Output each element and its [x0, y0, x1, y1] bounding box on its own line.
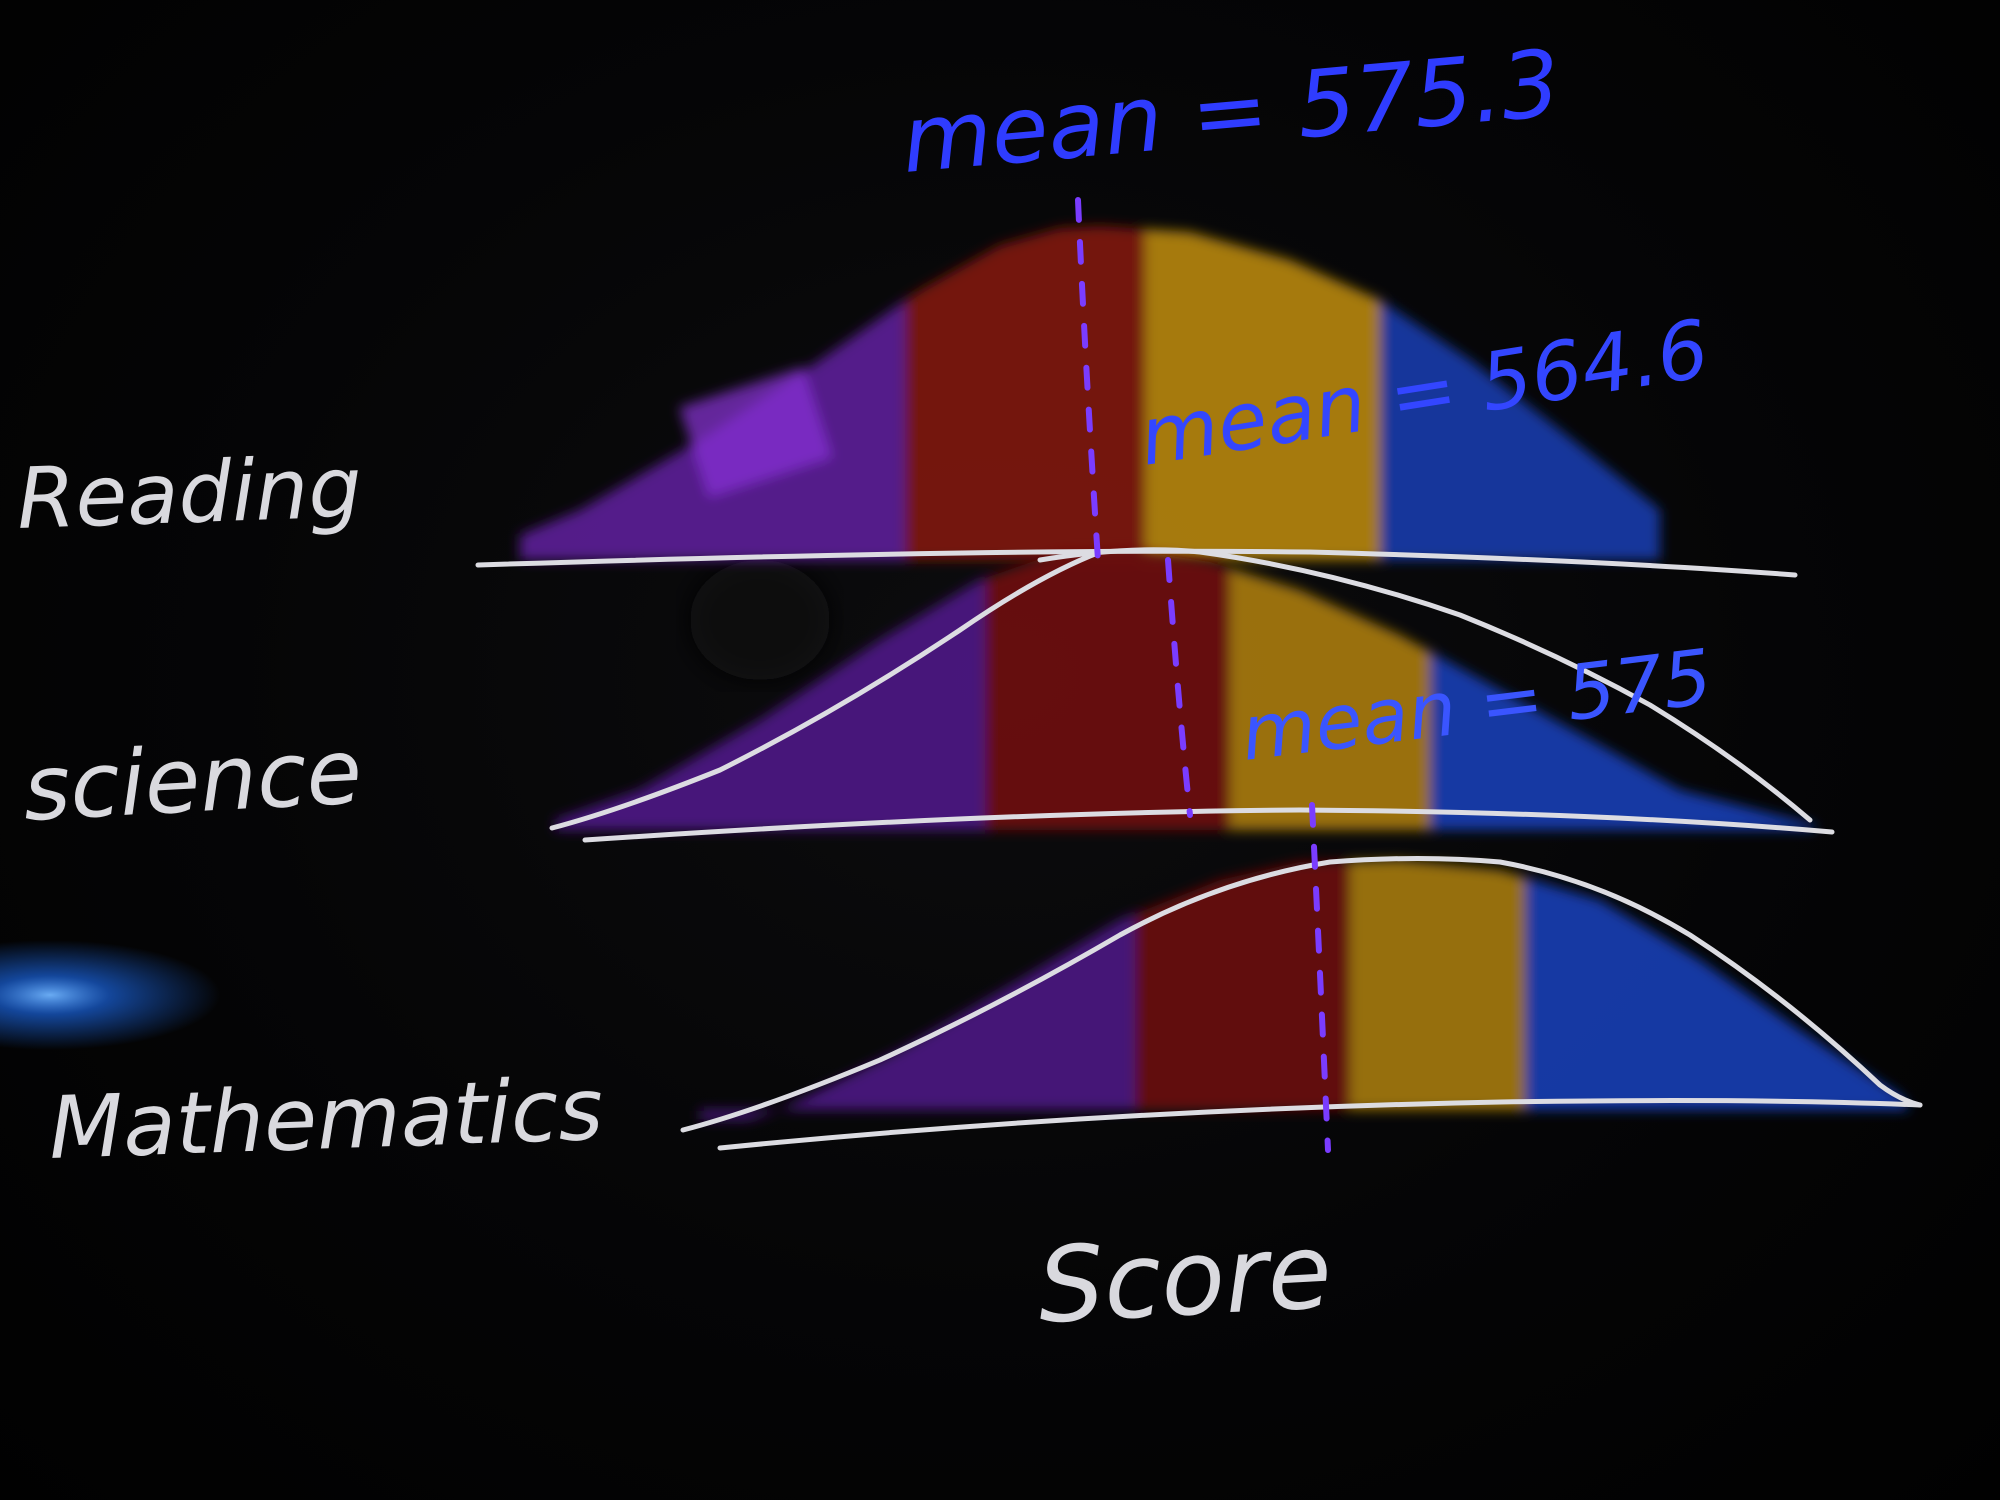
reading-baseline	[475, 548, 1798, 578]
mathematics-curve-left	[680, 856, 1503, 1133]
reading-band-red	[905, 226, 1145, 560]
mathematics-distribution	[700, 860, 1910, 1120]
subject-label-science: science	[21, 719, 365, 842]
reading-upper-curve	[1037, 547, 1813, 823]
mathematics-mean-line	[1309, 802, 1331, 1153]
subject-label-reading: Reading	[15, 438, 363, 548]
reading-mean-line	[1075, 197, 1101, 563]
science-baseline	[582, 807, 1835, 843]
board-reflection	[690, 560, 830, 680]
mathematics-baseline	[717, 1098, 1923, 1151]
mathematics-band-blue	[1525, 860, 1910, 1120]
subject-label-mathematics: Mathematics	[47, 1060, 604, 1179]
reading-mean-annotation: mean = 575.3	[898, 30, 1565, 194]
science-band-red	[985, 550, 1230, 830]
science-mean-line	[1165, 557, 1193, 818]
mathematics-curve-right	[1497, 859, 1923, 1108]
science-curve-left	[549, 549, 1103, 831]
reading-band-purple	[520, 226, 910, 560]
x-axis-label: Score	[1035, 1210, 1335, 1347]
mathematics-band-purple	[700, 860, 1140, 1120]
reading-purple-highlight	[679, 367, 833, 498]
light-glare	[0, 940, 220, 1050]
mathematics-band-yellow	[1350, 860, 1525, 1120]
